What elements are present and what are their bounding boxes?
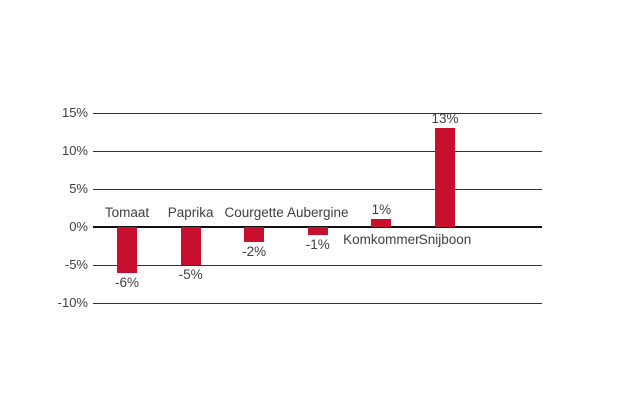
category-label-aubergine: Aubergine bbox=[287, 205, 349, 220]
bar-komkommer bbox=[371, 219, 392, 227]
value-label-aubergine: -1% bbox=[305, 236, 330, 252]
y-axis-tick-label: -5% bbox=[64, 257, 88, 272]
value-label-snijboon: 13% bbox=[431, 111, 459, 127]
category-label-tomaat: Tomaat bbox=[104, 205, 150, 220]
value-label-tomaat: -6% bbox=[114, 274, 139, 290]
y-axis-tick-label: -10% bbox=[57, 295, 88, 310]
bar-courgette bbox=[244, 227, 265, 243]
y-axis-tick-label: 10% bbox=[61, 143, 88, 158]
gridline bbox=[93, 189, 542, 190]
gridline bbox=[93, 303, 542, 304]
gridline bbox=[93, 265, 542, 266]
category-label-snijboon: Snijboon bbox=[418, 232, 472, 247]
gridline bbox=[93, 151, 542, 152]
bar-paprika bbox=[180, 227, 201, 265]
category-label-komkommer: Komkommer bbox=[343, 232, 420, 247]
category-label-courgette: Courgette bbox=[224, 205, 284, 220]
bar-snijboon bbox=[435, 128, 455, 227]
gridline bbox=[93, 113, 542, 114]
y-axis-tick-label: 15% bbox=[61, 105, 88, 120]
y-axis-tick-label: 5% bbox=[69, 181, 88, 196]
value-label-komkommer: 1% bbox=[371, 202, 392, 218]
bar-tomaat bbox=[117, 227, 137, 273]
value-label-courgette: -2% bbox=[242, 244, 267, 260]
category-label-paprika: Paprika bbox=[167, 205, 214, 220]
bar-aubergine bbox=[307, 227, 328, 235]
value-label-paprika: -5% bbox=[178, 267, 203, 282]
y-axis-tick-label: 0% bbox=[69, 219, 88, 234]
